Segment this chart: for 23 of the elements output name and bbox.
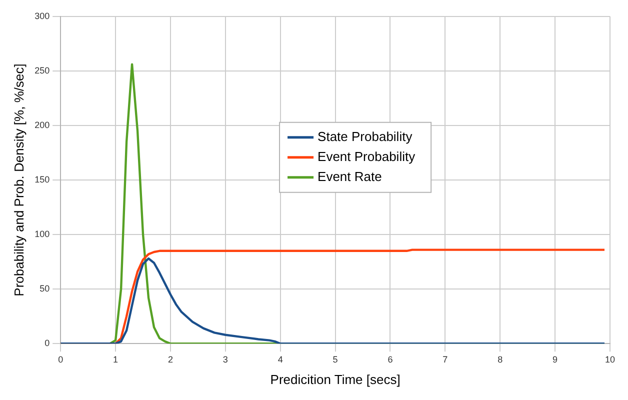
legend-label: State Probability <box>318 128 413 144</box>
x-axis-title: Predicition Time [secs] <box>270 372 400 387</box>
legend-label: Event Probability <box>318 148 416 164</box>
y-tick-label: 300 <box>34 10 50 21</box>
y-tick-label: 0 <box>44 338 50 348</box>
x-tick-label: 4 <box>278 354 283 364</box>
x-tick-label: 2 <box>168 354 173 364</box>
x-tick-label: 3 <box>222 354 228 364</box>
y-tick-label: 150 <box>34 174 50 184</box>
x-tick-label: 6 <box>388 354 393 364</box>
x-tick-label: 9 <box>552 354 558 364</box>
x-tick-label: 8 <box>498 354 503 364</box>
x-tick-label: 0 <box>58 354 64 364</box>
x-tick-label: 7 <box>442 354 448 364</box>
x-tick-label: 1 <box>113 354 118 364</box>
y-tick-label: 200 <box>34 120 50 130</box>
x-tick-label: 10 <box>604 354 616 364</box>
y-tick-label: 250 <box>34 65 50 76</box>
y-tick-label: 50 <box>40 284 50 294</box>
y-axis-title: Probability and Prob. Density [%, %/sec] <box>11 64 26 296</box>
x-tick-label: 5 <box>332 354 338 364</box>
legend-label: Event Rate <box>318 168 382 184</box>
y-tick-label: 100 <box>34 229 50 240</box>
